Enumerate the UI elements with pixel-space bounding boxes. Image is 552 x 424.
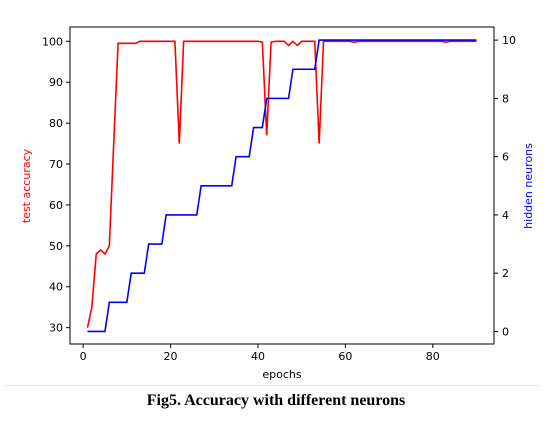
x-tick-label: 60 <box>338 350 352 363</box>
left-tick-label: 100 <box>42 35 63 48</box>
left-tick-label: 80 <box>49 117 63 130</box>
hidden-neurons-line <box>87 39 477 333</box>
left-tick-label: 40 <box>49 281 63 294</box>
test-accuracy-line <box>86 40 477 328</box>
dual-axis-line-chart: 0 20 40 60 80 30 40 50 60 70 80 90 100 0 2 4 6 8 10 epoc… <box>20 26 535 381</box>
left-axis-label: test accuracy <box>20 148 33 223</box>
x-tick-label: 40 <box>251 350 265 363</box>
right-tick-label: 4 <box>502 209 509 222</box>
right-tick-label: 10 <box>502 34 516 47</box>
right-tick-label: 2 <box>502 267 509 280</box>
x-axis-label: epochs <box>262 368 301 381</box>
x-tick-label: 0 <box>80 350 87 363</box>
x-tick-label: 20 <box>164 350 178 363</box>
left-tick-label: 90 <box>49 76 63 89</box>
figure-caption: Fig5. Accuracy with different neurons <box>146 392 406 409</box>
right-tick-label: 6 <box>502 151 509 164</box>
right-axis-label: hidden neurons <box>522 143 535 229</box>
left-tick-label: 30 <box>49 322 63 335</box>
right-tick-label: 8 <box>502 92 509 105</box>
left-tick-label: 70 <box>49 158 63 171</box>
x-tick-label: 80 <box>426 350 440 363</box>
left-tick-label: 50 <box>49 240 63 253</box>
left-tick-label: 60 <box>49 199 63 212</box>
caption-divider <box>4 385 540 386</box>
plot-frame <box>69 26 495 345</box>
right-tick-label: 0 <box>502 325 509 338</box>
